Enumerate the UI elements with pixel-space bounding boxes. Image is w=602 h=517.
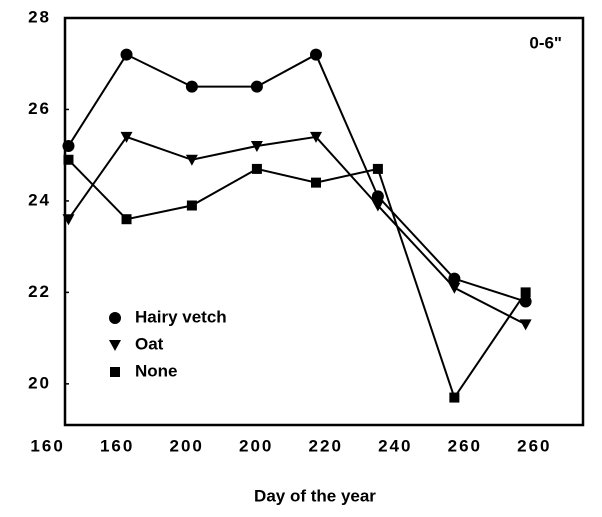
marker bbox=[109, 340, 121, 351]
marker bbox=[62, 214, 75, 226]
series-line bbox=[67, 135, 527, 326]
marker bbox=[310, 48, 323, 61]
marker bbox=[110, 367, 120, 377]
marker bbox=[371, 200, 384, 212]
y-tick-label: 24 bbox=[28, 190, 51, 209]
plot-frame bbox=[63, 16, 585, 427]
y-tick-label: 28 bbox=[28, 7, 51, 26]
x-tick-label: 200 bbox=[239, 436, 273, 455]
x-axis-label: Day of the year bbox=[254, 486, 376, 505]
y-tick-label: 20 bbox=[28, 373, 51, 392]
legend-label: Oat bbox=[135, 334, 164, 353]
marker bbox=[109, 312, 121, 324]
annotation: 0-6" bbox=[529, 33, 562, 52]
marker bbox=[251, 163, 262, 174]
marker bbox=[63, 154, 74, 165]
marker bbox=[371, 190, 384, 203]
x-tick-label: 260 bbox=[517, 436, 551, 455]
series-line bbox=[67, 53, 526, 303]
series-line bbox=[67, 159, 527, 400]
marker bbox=[250, 80, 263, 93]
x-tick-label: 220 bbox=[309, 436, 343, 455]
marker bbox=[185, 80, 198, 93]
marker bbox=[520, 287, 531, 298]
marker bbox=[448, 282, 461, 294]
legend-label: None bbox=[135, 361, 178, 380]
marker bbox=[310, 131, 323, 143]
y-tick-label: 26 bbox=[28, 99, 51, 118]
x-tick-label: 260 bbox=[448, 436, 482, 455]
y-tick-label: 22 bbox=[28, 282, 51, 301]
marker bbox=[449, 392, 460, 403]
x-tick-label: 160 bbox=[100, 436, 134, 455]
marker bbox=[448, 272, 461, 285]
marker bbox=[120, 131, 133, 143]
marker bbox=[185, 154, 198, 166]
marker bbox=[372, 163, 383, 174]
marker bbox=[120, 48, 133, 61]
marker bbox=[186, 200, 197, 211]
x-tick-label: 240 bbox=[378, 436, 412, 455]
x-tick-label: 160 bbox=[30, 436, 64, 455]
marker bbox=[250, 141, 263, 153]
marker bbox=[311, 177, 322, 188]
marker bbox=[519, 319, 532, 331]
marker bbox=[121, 214, 132, 225]
marker bbox=[62, 140, 75, 153]
x-tick-label: 200 bbox=[169, 436, 203, 455]
legend-label: Hairy vetch bbox=[135, 307, 227, 326]
